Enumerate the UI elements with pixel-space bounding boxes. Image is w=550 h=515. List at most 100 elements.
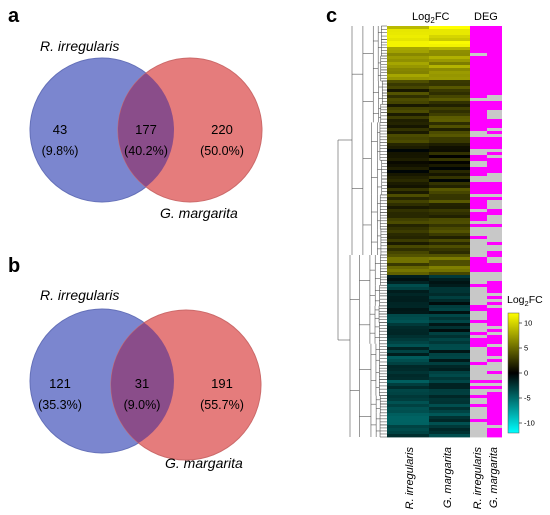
deg-cell	[487, 194, 502, 198]
heatmap-cell	[429, 170, 470, 174]
heatmap-cell	[429, 338, 470, 342]
deg-cell	[470, 416, 487, 420]
venn-a-left-pct: (9.8%)	[42, 144, 79, 158]
heatmap-cell	[387, 344, 429, 348]
heatmap-cell	[387, 101, 429, 105]
deg-cell	[487, 56, 502, 60]
deg-cell	[487, 266, 502, 270]
deg-cell	[487, 68, 502, 72]
deg-cell	[487, 335, 502, 339]
deg-cell	[487, 302, 502, 306]
deg-cell	[470, 263, 487, 267]
venn-b-right-count: 191	[211, 376, 233, 391]
heatmap-cell	[429, 245, 470, 249]
heatmap-cell	[387, 47, 429, 51]
heatmap-cell	[429, 431, 470, 435]
heatmap-cell	[387, 266, 429, 270]
heatmap-cell	[387, 218, 429, 222]
heatmap-cell	[429, 248, 470, 252]
deg-cell	[470, 317, 487, 321]
deg-cell	[470, 53, 487, 57]
heatmap-cell	[429, 386, 470, 390]
venn-a-right-pct: (50.0%)	[200, 144, 244, 158]
heatmap-cell	[429, 290, 470, 294]
deg-cell	[470, 119, 487, 123]
heatmap-panel: c Log2FC DEG R. irregularis G. margarita…	[326, 5, 502, 509]
deg-cell	[470, 338, 487, 342]
heatmap-cell	[429, 410, 470, 414]
legend-colorbar	[507, 312, 520, 434]
heatmap-cell	[429, 209, 470, 213]
deg-cell	[487, 389, 502, 393]
heatmap-cell	[387, 281, 429, 285]
heatmap-cell	[429, 416, 470, 420]
deg-cell	[470, 245, 487, 249]
heatmap-cell	[429, 371, 470, 375]
deg-cell	[470, 152, 487, 156]
heatmap-cell	[429, 359, 470, 363]
deg-cell	[487, 239, 502, 243]
deg-cell	[487, 269, 502, 273]
heatmap-cell	[429, 383, 470, 387]
heatmap-cell	[387, 221, 429, 225]
heatmap-cell	[387, 299, 429, 303]
deg-cell	[470, 122, 487, 126]
deg-cell	[487, 149, 502, 153]
deg-cell	[470, 206, 487, 210]
deg-cell	[487, 26, 502, 30]
heatmap-cell	[429, 149, 470, 153]
deg-cell	[487, 161, 502, 165]
deg-cell	[487, 86, 502, 90]
deg-cell	[487, 107, 502, 111]
heatmap-cell	[387, 41, 429, 45]
deg-cell	[487, 173, 502, 177]
heatmap-cell	[429, 59, 470, 63]
deg-cell	[487, 122, 502, 126]
heatmap-cell	[429, 311, 470, 315]
heatmap-cell	[429, 134, 470, 138]
heatmap-cell	[387, 287, 429, 291]
heatmap-cell	[387, 401, 429, 405]
heatmap-cell	[387, 323, 429, 327]
deg-cell	[487, 125, 502, 129]
deg-cell	[470, 413, 487, 417]
deg-cell	[487, 110, 502, 114]
heatmap-cell	[387, 38, 429, 42]
legend-tick-label: 0	[524, 369, 528, 378]
deg-cell	[470, 422, 487, 426]
deg-cell	[470, 173, 487, 177]
deg-cell	[470, 410, 487, 414]
deg-cell	[470, 98, 487, 102]
heatmap-cell	[387, 212, 429, 216]
deg-cell	[470, 320, 487, 324]
deg-cell	[487, 83, 502, 87]
deg-cell	[487, 425, 502, 429]
heatmap-cell	[429, 281, 470, 285]
heatmap-cell	[387, 50, 429, 54]
heatmap-cell	[387, 374, 429, 378]
deg-cell	[487, 35, 502, 39]
deg-cell	[470, 311, 487, 315]
heatmap-cell	[429, 50, 470, 54]
deg-cell	[470, 227, 487, 231]
heatmap-cell	[429, 68, 470, 72]
deg-cell	[470, 140, 487, 144]
heatmap-cell	[387, 341, 429, 345]
deg-cell	[487, 230, 502, 234]
deg-cell	[487, 32, 502, 36]
heatmap-cell	[429, 362, 470, 366]
deg-cell	[487, 311, 502, 315]
deg-cell	[487, 182, 502, 186]
deg-cell	[487, 185, 502, 189]
heatmap-cell	[387, 191, 429, 195]
heatmap-cell	[387, 32, 429, 36]
heatmap-cell	[429, 38, 470, 42]
heatmap-cell	[387, 308, 429, 312]
deg-cell	[470, 365, 487, 369]
heatmap-cell	[429, 221, 470, 225]
venn-b-overlap-count: 31	[135, 376, 149, 391]
deg-cell	[487, 77, 502, 81]
deg-cell	[470, 251, 487, 255]
heatmap-cell	[387, 380, 429, 384]
deg-cell	[470, 299, 487, 303]
